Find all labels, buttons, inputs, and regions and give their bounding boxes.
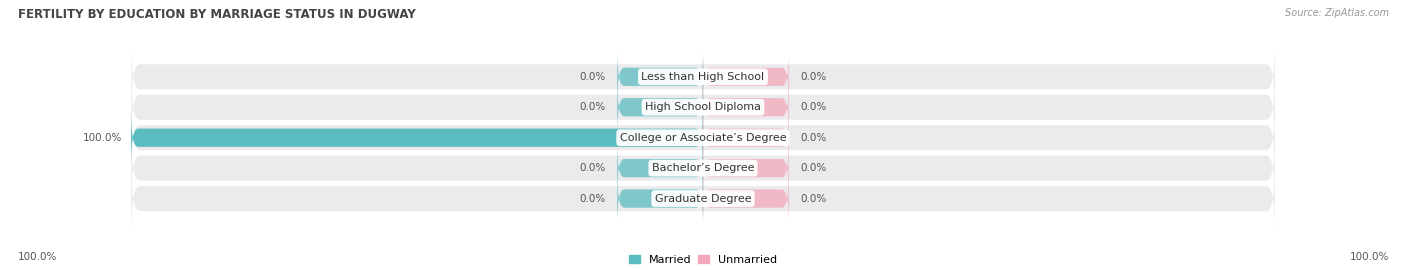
Text: Graduate Degree: Graduate Degree — [655, 194, 751, 204]
Text: 100.0%: 100.0% — [83, 133, 122, 143]
Text: 0.0%: 0.0% — [579, 163, 606, 173]
FancyBboxPatch shape — [131, 166, 1275, 232]
Text: Source: ZipAtlas.com: Source: ZipAtlas.com — [1285, 8, 1389, 18]
Text: Less than High School: Less than High School — [641, 72, 765, 82]
FancyBboxPatch shape — [617, 49, 703, 104]
Text: 0.0%: 0.0% — [579, 72, 606, 82]
Text: 100.0%: 100.0% — [1350, 252, 1389, 262]
Text: 0.0%: 0.0% — [800, 133, 827, 143]
FancyBboxPatch shape — [617, 80, 703, 135]
Text: 0.0%: 0.0% — [800, 102, 827, 112]
FancyBboxPatch shape — [703, 141, 789, 195]
FancyBboxPatch shape — [131, 74, 1275, 140]
FancyBboxPatch shape — [131, 110, 703, 165]
FancyBboxPatch shape — [617, 141, 703, 195]
Legend: Married, Unmarried: Married, Unmarried — [624, 250, 782, 269]
Text: 0.0%: 0.0% — [800, 163, 827, 173]
FancyBboxPatch shape — [703, 80, 789, 135]
FancyBboxPatch shape — [703, 171, 789, 226]
Text: College or Associate’s Degree: College or Associate’s Degree — [620, 133, 786, 143]
FancyBboxPatch shape — [131, 44, 1275, 110]
Text: 0.0%: 0.0% — [800, 194, 827, 204]
Text: FERTILITY BY EDUCATION BY MARRIAGE STATUS IN DUGWAY: FERTILITY BY EDUCATION BY MARRIAGE STATU… — [18, 8, 416, 21]
Text: 0.0%: 0.0% — [800, 72, 827, 82]
Text: 100.0%: 100.0% — [18, 252, 58, 262]
Text: High School Diploma: High School Diploma — [645, 102, 761, 112]
FancyBboxPatch shape — [131, 104, 1275, 171]
FancyBboxPatch shape — [617, 171, 703, 226]
Text: 0.0%: 0.0% — [579, 102, 606, 112]
Text: 0.0%: 0.0% — [579, 194, 606, 204]
FancyBboxPatch shape — [703, 49, 789, 104]
FancyBboxPatch shape — [703, 110, 789, 165]
FancyBboxPatch shape — [131, 135, 1275, 201]
Text: Bachelor’s Degree: Bachelor’s Degree — [652, 163, 754, 173]
